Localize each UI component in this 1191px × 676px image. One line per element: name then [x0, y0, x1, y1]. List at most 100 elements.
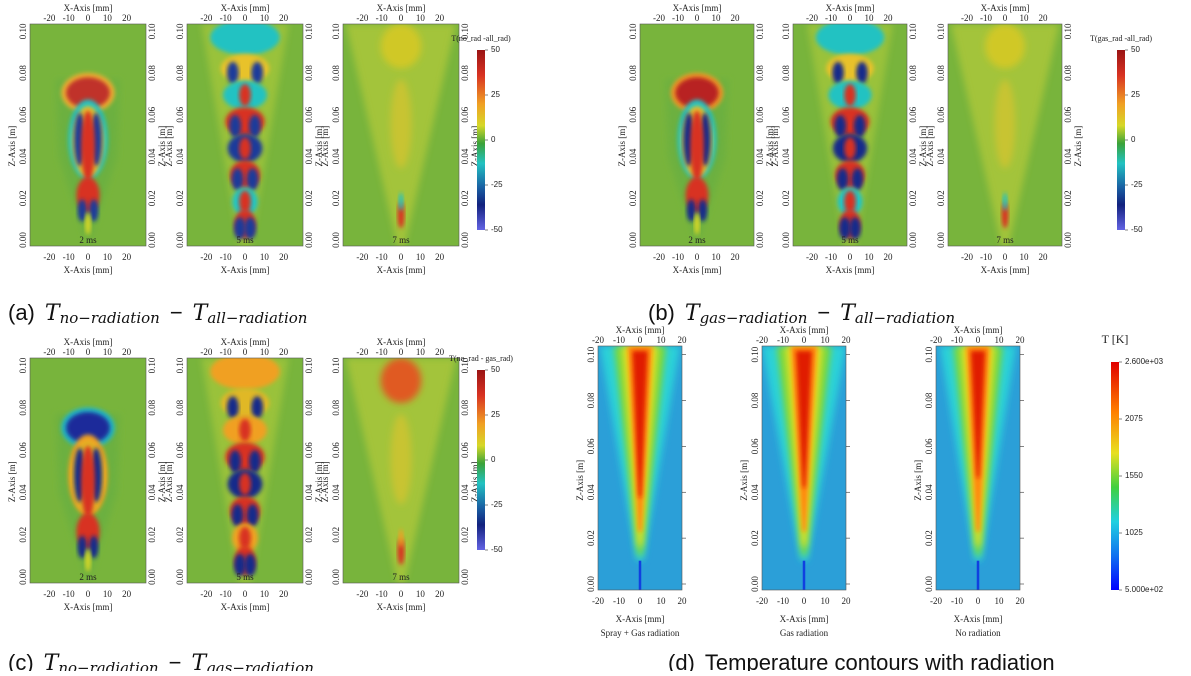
plot-frame — [186, 357, 304, 584]
field-shape — [239, 137, 251, 160]
z-tick-label: 0.06 — [936, 106, 946, 122]
x-tick-label: -10 — [376, 589, 388, 599]
z-tick-label: 0.04 — [908, 148, 918, 164]
z-tick-label: 0.00 — [460, 232, 470, 248]
x-tick-label: 0 — [399, 589, 404, 599]
field-shape — [229, 450, 241, 473]
plot-frame — [29, 357, 147, 584]
colorbar-tick-label: -25 — [491, 500, 503, 509]
x-tick-label: -20 — [806, 252, 818, 262]
field-shape — [233, 553, 246, 577]
colorbar-tick-label: 25 — [1131, 90, 1140, 99]
z-tick-label: 0.08 — [331, 65, 341, 81]
x-axis-label: X-Axis [mm] — [826, 265, 875, 275]
colorbar-tick-label: 25 — [491, 410, 500, 419]
x-tick-label: 20 — [122, 589, 132, 599]
x-tick-label: 20 — [1016, 335, 1026, 345]
x-tick-label: -10 — [376, 347, 388, 357]
z-tick-label: 0.06 — [175, 106, 185, 122]
plot-frame — [186, 23, 304, 247]
z-tick-label: 0.10 — [18, 23, 28, 39]
field — [598, 346, 682, 590]
x-tick-label: 0 — [399, 13, 404, 23]
z-tick-label: 0.02 — [304, 190, 314, 206]
z-tick-label: 0.10 — [936, 23, 946, 39]
colorbar-tick-label: 0 — [491, 455, 496, 464]
x-tick-label: 10 — [260, 13, 270, 23]
x-tick-label: -10 — [825, 252, 837, 262]
plot-frame — [342, 23, 460, 247]
x-tick-label: 0 — [86, 347, 91, 357]
colorbar-tick-label: 50 — [491, 365, 500, 374]
x-tick-label: 20 — [122, 13, 132, 23]
panel: -20 -20 -10 -10 0 0 10 10 20 20 X-Axis [mm] X-Axis … — [575, 325, 1164, 675]
z-tick-label: 0.08 — [628, 65, 638, 81]
z-tick-label: 0.04 — [175, 484, 185, 500]
field-shape — [380, 24, 422, 69]
z-tick-label: 0.02 — [331, 527, 341, 543]
panel-caption: (b) Tgas−radiation − Tall−radiation — [648, 300, 955, 327]
x-axis-label: X-Axis [mm] — [221, 602, 270, 612]
x-axis-label: X-Axis [mm] — [64, 602, 113, 612]
field-shape — [856, 61, 868, 84]
z-tick-label: 0.02 — [924, 530, 934, 546]
field-shape — [844, 137, 856, 160]
z-tick-label: 0.04 — [1063, 148, 1073, 164]
z-axis-label: Z-Axis [m] — [7, 461, 17, 502]
plot-frame — [342, 357, 460, 584]
x-tick-label: -10 — [613, 596, 625, 606]
caption-symbol: T — [193, 301, 210, 326]
x-tick-label: -10 — [63, 252, 75, 262]
field-shape — [834, 115, 847, 138]
panel-caption: (c) Tno−radiation − Tgas−radiation — [8, 650, 314, 671]
field-shape — [796, 350, 812, 488]
z-tick-label: 0.08 — [936, 65, 946, 81]
x-tick-label: -20 — [43, 13, 55, 23]
z-tick-label: 0.04 — [147, 484, 157, 500]
z-tick-label: 0.06 — [304, 106, 314, 122]
caption-operator: − — [817, 300, 830, 325]
colorbar-title: T [K] — [1102, 332, 1129, 346]
x-tick-label: 10 — [260, 252, 270, 262]
x-tick-label: 10 — [712, 252, 722, 262]
colorbar-title: T(no_rad -all_rad) — [451, 34, 511, 43]
x-tick-label: -20 — [653, 13, 665, 23]
x-axis-label: X-Axis [mm] — [377, 602, 426, 612]
z-tick-label: 0.06 — [924, 438, 934, 454]
x-tick-label: -20 — [961, 13, 973, 23]
z-tick-label: 0.00 — [924, 576, 934, 592]
x-tick-label: 10 — [995, 335, 1005, 345]
x-tick-label: -20 — [200, 252, 212, 262]
z-axis-label: Z-Axis [m] — [770, 126, 780, 167]
z-tick-label: 0.04 — [460, 484, 470, 500]
x-tick-label: -20 — [356, 347, 368, 357]
colorbar-tick-label: 25 — [491, 90, 500, 99]
field-shape — [65, 412, 111, 444]
z-axis-label: Z-Axis [m] — [157, 461, 167, 502]
panel: -20 -20 -10 -10 0 0 10 10 20 20 X-Axis [mm] X-Axis … — [7, 3, 511, 327]
z-tick-label: 0.08 — [175, 399, 185, 415]
x-tick-label: 0 — [1003, 13, 1008, 23]
z-tick-label: 0.10 — [460, 357, 470, 373]
field-shape — [398, 529, 404, 547]
field-shape — [632, 350, 648, 498]
z-tick-label: 0.04 — [460, 148, 470, 164]
caption-symbol: T — [191, 651, 208, 671]
x-tick-label: 0 — [695, 13, 700, 23]
x-tick-label: -10 — [672, 13, 684, 23]
colorbar-scale — [1117, 50, 1125, 230]
field-shape — [844, 83, 856, 107]
field-shape — [1002, 192, 1008, 211]
colorbar-scale — [477, 370, 485, 550]
z-tick-label: 0.06 — [18, 442, 28, 458]
colorbar: T [K] 2.600e+03 2075 1550 1025 5.000e+02 — [1102, 332, 1164, 594]
z-tick-label: 0.06 — [175, 442, 185, 458]
field-shape — [210, 24, 280, 56]
x-tick-label: -20 — [653, 252, 665, 262]
x-tick-label: -20 — [592, 596, 604, 606]
x-tick-label: -20 — [756, 335, 768, 345]
z-tick-label: 0.08 — [750, 392, 760, 408]
plot-frame — [792, 23, 908, 247]
field-shape — [239, 190, 251, 213]
z-tick-label: 0.08 — [460, 65, 470, 81]
